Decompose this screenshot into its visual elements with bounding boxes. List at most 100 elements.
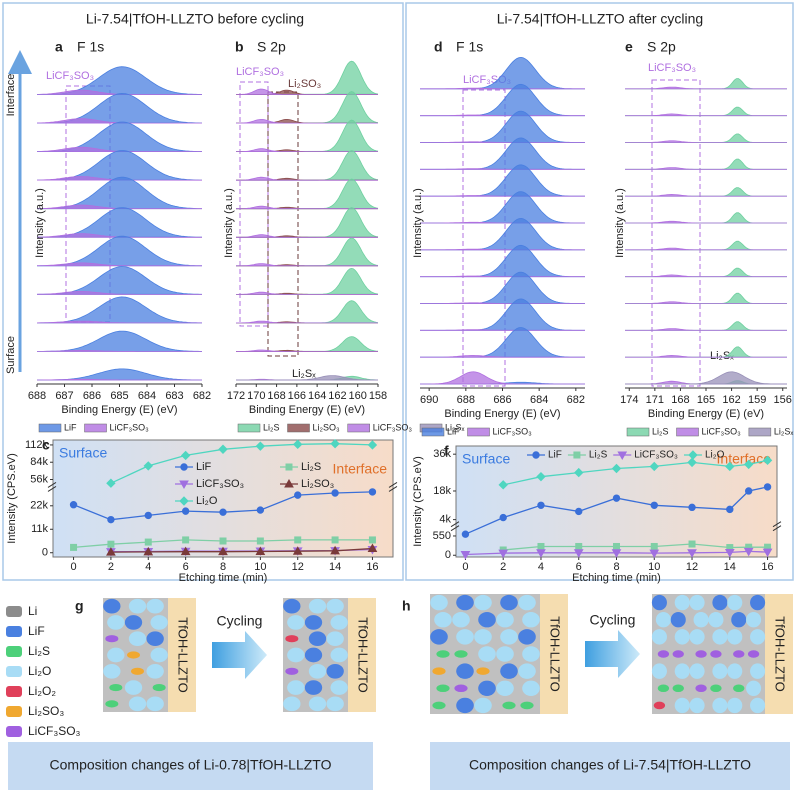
header: Li-7.54|TfOH-LLZTO after cycling	[497, 11, 703, 27]
data-point	[762, 548, 773, 558]
data-point	[499, 513, 507, 522]
data-point	[743, 547, 754, 557]
legend-label: LiCF₃SO₃	[110, 422, 150, 432]
peak-area	[625, 86, 787, 90]
x-tick-label: 164	[308, 390, 326, 402]
particle	[500, 663, 518, 679]
particle	[474, 697, 492, 714]
x-tick-label: 166	[288, 390, 306, 402]
particle	[285, 635, 299, 643]
particle	[430, 629, 448, 645]
data-point	[611, 463, 622, 474]
peak-area	[235, 178, 379, 210]
x-tick-label: 14	[329, 561, 341, 573]
legend-label: Li₂SO₃	[301, 478, 334, 490]
x-tick-label: 682	[567, 394, 585, 406]
particle	[124, 615, 143, 630]
particle	[308, 696, 327, 712]
particle	[432, 667, 446, 675]
data-point	[218, 444, 228, 454]
data-point	[367, 543, 378, 552]
x-tick-label: 159	[748, 394, 766, 406]
legend-swatch	[467, 427, 490, 437]
data-point	[575, 507, 583, 516]
legend-swatch	[84, 423, 107, 433]
x-tick-label: 168	[267, 390, 285, 402]
y-tick-label: 0	[445, 549, 451, 561]
legend-label: Li₂S	[28, 644, 50, 658]
peak-area	[235, 336, 379, 352]
annotation: LiCF₃SO₃	[46, 70, 94, 82]
data-point	[330, 545, 340, 555]
data-point	[460, 551, 471, 560]
legend-label: Li₂O	[705, 450, 725, 461]
peak-area	[235, 267, 379, 295]
peak-area	[36, 235, 203, 267]
data-point	[331, 536, 339, 544]
peak-area	[235, 119, 379, 152]
particle	[651, 663, 667, 679]
peak-area	[37, 266, 202, 295]
legend-marker	[688, 450, 698, 460]
data-point	[537, 501, 545, 509]
x-axis-label: Binding Energy (E) (eV)	[444, 408, 560, 420]
data-point	[144, 511, 152, 520]
legend-label: Li₂S	[301, 461, 321, 473]
arrow-label: Cycling	[217, 613, 263, 629]
particle	[456, 663, 474, 679]
peak-area	[36, 296, 203, 324]
particle	[330, 647, 348, 663]
legend-swatch	[347, 423, 370, 433]
x-tick-label: 168	[671, 394, 689, 406]
y-tick-label: 0	[42, 547, 48, 559]
axis-break	[388, 482, 398, 492]
particle	[330, 680, 348, 695]
x-tick-label: 12	[686, 561, 698, 573]
peak-area	[420, 371, 585, 385]
particle	[750, 594, 766, 611]
particle	[454, 684, 468, 693]
caption: Composition changes of Li-0.78|TfOH-LLZT…	[50, 757, 332, 773]
data-point	[649, 461, 659, 472]
peak-area	[625, 267, 787, 278]
legend-swatch	[6, 646, 22, 657]
legend-marker	[285, 463, 293, 471]
particle	[109, 683, 123, 692]
particle	[308, 663, 327, 679]
peak-area	[420, 195, 585, 197]
particle	[500, 629, 518, 645]
x-tick-label: 682	[193, 390, 211, 402]
peak-area	[420, 141, 585, 143]
legend-marker	[284, 478, 294, 488]
particle	[146, 663, 164, 679]
data-point	[70, 543, 78, 551]
particle	[695, 650, 707, 658]
peak-area	[420, 275, 585, 278]
legend-label: Li₂S	[263, 422, 280, 432]
electrolyte	[168, 598, 196, 712]
legend-swatch	[626, 427, 650, 437]
data-point	[536, 549, 546, 558]
peak-area	[625, 220, 787, 224]
peak-area	[236, 234, 378, 238]
legend-label: LiCF₃SO₃	[28, 724, 81, 738]
y-tick-label: 36k	[433, 448, 451, 460]
particle	[731, 612, 747, 628]
peak-area	[420, 87, 585, 90]
legend-label: LiF	[196, 461, 212, 473]
electrolyte	[348, 598, 376, 712]
electrolyte-label: TfOH-LLZTO	[773, 616, 788, 692]
x-tick-label: 2	[108, 561, 114, 573]
data-point	[574, 467, 584, 478]
particle	[674, 663, 690, 679]
legend-marker	[179, 496, 189, 506]
x-tick-label: 172	[227, 390, 245, 402]
particle	[733, 650, 745, 658]
particle	[304, 647, 323, 663]
region-label: Surface	[59, 445, 107, 461]
legend-label: LiCF₃SO₃	[196, 478, 244, 490]
data-point	[293, 439, 303, 450]
particle	[128, 631, 147, 647]
panel-letter: a	[55, 39, 63, 55]
data-point	[687, 549, 697, 558]
